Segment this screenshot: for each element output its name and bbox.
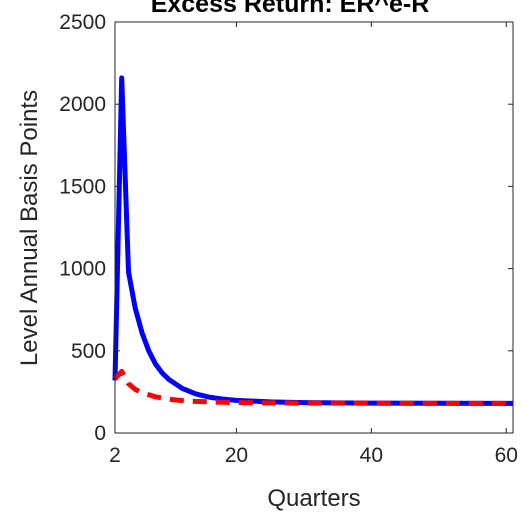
x-tick-label: 2 xyxy=(109,444,121,467)
series-layer xyxy=(112,75,514,406)
x-tick-label: 40 xyxy=(360,444,383,467)
plot-area xyxy=(115,22,513,433)
tick-layer: 2 20 40 60 0 500 1000 1500 2000 2500 xyxy=(59,11,518,467)
x-axis-label: Quarters xyxy=(267,485,360,512)
y-tick-label: 0 xyxy=(94,422,106,445)
plot-frame xyxy=(114,21,514,434)
chart-title: Excess Return: ER^e-R xyxy=(151,0,430,18)
y-tick-label: 2500 xyxy=(59,11,106,34)
y-axis-label: Level Annual Basis Points xyxy=(16,90,43,366)
x-tick-label: 60 xyxy=(495,444,518,467)
series-line-1 xyxy=(113,368,513,406)
y-tick-label: 1000 xyxy=(59,258,106,281)
y-tick-label: 2000 xyxy=(59,93,106,116)
y-tick-label: 1500 xyxy=(59,175,106,198)
x-tick-label: 20 xyxy=(225,444,248,467)
y-tick-label: 500 xyxy=(71,340,106,363)
